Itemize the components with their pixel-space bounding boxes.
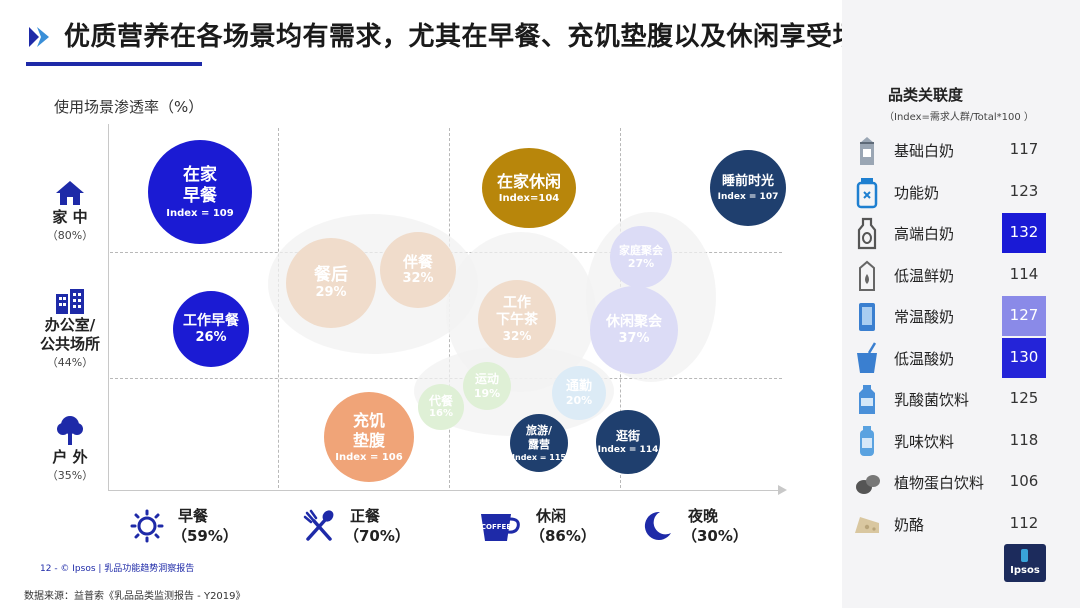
- bubble-travel: 旅游/ 露营 Index = 115: [510, 414, 568, 472]
- bubble-after-meal: 餐后 29%: [286, 238, 376, 328]
- cheese-icon: [855, 516, 879, 533]
- panel-subtitle: （Index=需求人群/Total*100 ）: [884, 112, 1034, 123]
- x-category-night: 夜晚 （30%）: [640, 506, 748, 547]
- category-row: 功能奶 123: [852, 172, 1052, 212]
- bean-icon: [856, 475, 880, 494]
- data-source: 数据来源：益普索《乳品品类监测报告 - Y2019》: [24, 591, 246, 602]
- premium-milk-bottle-icon: [857, 217, 877, 250]
- ipsos-logo: Ipsos: [1004, 544, 1046, 582]
- y-axis-line: [108, 124, 109, 490]
- panel-title: 品类关联度: [888, 86, 964, 104]
- category-row: 奶酪 112: [852, 504, 1052, 544]
- bubble-home-party: 家庭聚会 27%: [610, 226, 672, 288]
- x-category-breakfast: 早餐 （59%）: [130, 506, 238, 547]
- category-index: 112: [1009, 513, 1039, 532]
- category-name: 植物蛋白饮料: [894, 474, 985, 492]
- milk-carton-icon: [860, 137, 874, 165]
- category-index: 132: [1009, 223, 1039, 241]
- coffee-cup-icon: COFFEE: [481, 514, 520, 542]
- category-name: 奶酪: [894, 515, 925, 534]
- category-name: 功能奶: [894, 183, 940, 202]
- category-index: 106: [1009, 472, 1039, 490]
- title-underline: [26, 62, 202, 66]
- category-index: 130: [1009, 347, 1039, 366]
- category-name: 基础白奶: [894, 142, 955, 160]
- bubble-sports: 运动 19%: [463, 362, 511, 410]
- category-row: 低温酸奶 130: [852, 337, 1052, 378]
- index-highlight: [1002, 337, 1046, 378]
- x-category-leisure: COFFEE 休闲 （86%）: [478, 506, 596, 547]
- index-highlight: [1002, 213, 1046, 253]
- x-axis-line: [108, 490, 784, 491]
- bubble-bedtime: 睡前时光 Index = 107: [710, 150, 786, 226]
- category-row: 常温酸奶 127: [852, 296, 1052, 336]
- office-building-icon: [56, 289, 84, 314]
- brand-arrow-icon: [29, 27, 49, 47]
- bubble-home-leisure: 在家休闲 Index=104: [482, 148, 576, 228]
- category-index: 123: [1009, 181, 1039, 200]
- category-name: 高端白奶: [894, 225, 955, 243]
- category-name: 低温鲜奶: [894, 266, 955, 285]
- row-label-outdoor: 户 外 （35%）: [30, 414, 110, 483]
- milk-drink-bottle-icon: [860, 425, 874, 456]
- fresh-milk-carton-icon: [859, 260, 875, 291]
- house-icon: [56, 181, 84, 205]
- category-index: 118: [1009, 430, 1039, 449]
- y-axis-label: 使用场景渗透率（%）: [54, 98, 204, 116]
- category-index: 117: [1009, 140, 1039, 158]
- svg-text:COFFEE: COFFEE: [481, 523, 511, 531]
- bubble-work-breakfast: 工作早餐 26%: [173, 291, 249, 367]
- category-row: 乳味饮料 118: [852, 421, 1052, 461]
- category-index: 125: [1009, 389, 1039, 407]
- sun-icon: [130, 509, 164, 543]
- category-row: 高端白奶 132: [852, 213, 1052, 253]
- category-name: 乳酸菌饮料: [894, 391, 970, 409]
- x-category-meal: 正餐 （70%）: [302, 506, 410, 547]
- fork-spoon-icon: [303, 510, 334, 541]
- bubble-commute: 通勤 20%: [552, 366, 606, 420]
- row-label-home: 家 中 （80%）: [30, 180, 110, 243]
- category-row: 乳酸菌饮料 125: [852, 379, 1052, 419]
- category-index: 114: [1009, 264, 1039, 283]
- x-axis-arrow: [778, 485, 787, 495]
- category-row: 植物蛋白饮料 106: [852, 462, 1052, 502]
- bubble-home-breakfast: 在家 早餐 Index = 109: [148, 140, 252, 244]
- category-row: 低温鲜奶 114: [852, 255, 1052, 295]
- category-name: 低温酸奶: [894, 349, 955, 368]
- yogurt-cup-icon: [857, 341, 877, 373]
- bubble-leisure-party: 休闲聚会 37%: [590, 286, 678, 374]
- bubble-meal-replacement: 代餐 16%: [418, 384, 464, 430]
- bubble-shopping: 逛街 Index = 114: [596, 410, 660, 474]
- category-name: 乳味饮料: [894, 432, 955, 451]
- page-title: 优质营养在各场景均有需求，尤其在早餐、充饥垫腹以及休闲享受场景中突出: [64, 22, 966, 52]
- category-name: 常温酸奶: [894, 308, 955, 326]
- category-index: 127: [1009, 306, 1039, 324]
- bubble-snack: 充饥 垫腹 Index = 106: [324, 392, 414, 482]
- page-note: 12 - © Ipsos | 乳品功能趋势洞察报告: [40, 564, 195, 574]
- category-row: 基础白奶 117: [852, 130, 1052, 170]
- yogurt-box-icon: [859, 303, 875, 331]
- row-label-office: 办公室/ 公共场所 （44%）: [30, 288, 110, 370]
- function-milk-icon: [856, 177, 878, 208]
- tree-icon: [57, 416, 83, 445]
- bubble-afternoon-tea: 工作 下午茶 32%: [478, 280, 556, 358]
- index-highlight: [1002, 296, 1046, 336]
- lactic-drink-icon: [859, 385, 875, 414]
- bubble-with-meal: 伴餐 32%: [380, 232, 456, 308]
- moon-icon: [644, 512, 671, 541]
